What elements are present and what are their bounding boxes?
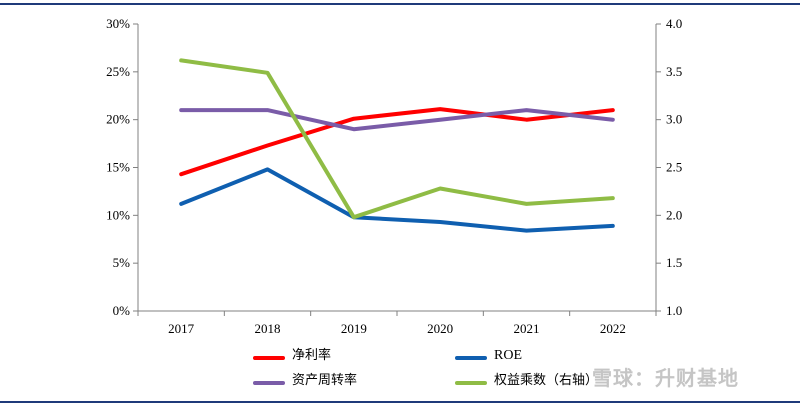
left-tick-label: 15% bbox=[106, 160, 130, 175]
series-line-4 bbox=[179, 58, 615, 220]
right-tick-label: 1.5 bbox=[666, 255, 682, 270]
x-tick-label: 2022 bbox=[600, 321, 626, 336]
top-border bbox=[0, 3, 800, 5]
right-tick-label: 2.0 bbox=[666, 207, 682, 222]
series-line-2 bbox=[179, 167, 615, 233]
left-tick-label: 30% bbox=[106, 16, 130, 31]
x-tick-label: 2018 bbox=[255, 321, 281, 336]
legend-swatch bbox=[253, 356, 285, 360]
right-tick-label: 1.0 bbox=[666, 303, 682, 318]
x-tick-label: 2021 bbox=[514, 321, 540, 336]
left-tick-label: 0% bbox=[113, 303, 131, 318]
legend-label: 资产周转率 bbox=[292, 373, 358, 388]
chart-axes: 0% 5% 10% 15% 20% 25% 30% 1.0 1.5 2.0 2.5 3.0 3.5 4.0… bbox=[106, 16, 682, 336]
right-tick-label: 4.0 bbox=[666, 16, 682, 31]
series-line-3 bbox=[179, 108, 615, 132]
legend-swatch bbox=[455, 356, 487, 360]
right-tick-label: 3.0 bbox=[666, 112, 682, 127]
left-tick-label: 20% bbox=[106, 112, 130, 127]
right-tick-label: 2.5 bbox=[666, 160, 682, 175]
left-tick-label: 10% bbox=[106, 207, 130, 222]
series-line-1 bbox=[179, 107, 615, 177]
watermark-text: 雪球：升财基地 bbox=[592, 366, 739, 390]
x-tick-label: 2017 bbox=[168, 321, 195, 336]
x-tick-label: 2020 bbox=[427, 321, 453, 336]
legend-swatch bbox=[253, 381, 285, 385]
left-tick-label: 5% bbox=[113, 255, 131, 270]
legend-swatch bbox=[455, 381, 487, 385]
series-layer bbox=[179, 58, 615, 233]
right-tick-label: 3.5 bbox=[666, 64, 682, 79]
legend-label: ROE bbox=[494, 348, 522, 363]
left-tick-label: 25% bbox=[106, 64, 130, 79]
bottom-border bbox=[0, 401, 800, 403]
legend-label: 权益乘数（右轴） bbox=[494, 373, 599, 388]
legend-label: 净利率 bbox=[292, 348, 332, 363]
x-tick-label: 2019 bbox=[341, 321, 367, 336]
